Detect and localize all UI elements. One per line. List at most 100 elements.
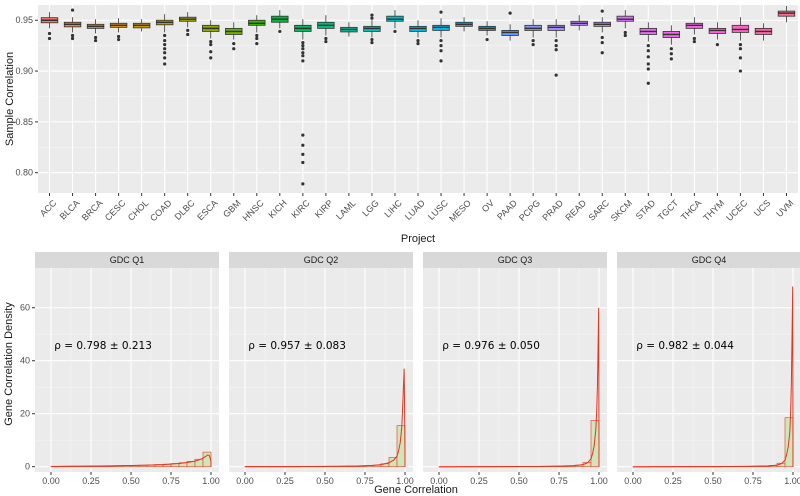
- outlier-point: [600, 35, 604, 40]
- y-tick-label: 20: [20, 409, 30, 419]
- box-ov: [478, 21, 496, 42]
- box-cesc: [109, 18, 128, 42]
- box-brca: [86, 19, 105, 43]
- y-tick-label: 0: [25, 462, 30, 472]
- density-line: [50, 454, 212, 467]
- y-tick-label: 40: [20, 356, 30, 366]
- box-blca: [63, 8, 82, 41]
- box-tgct: [662, 25, 681, 61]
- facet-strip: [423, 252, 607, 268]
- x-axis-title: Gene Correlation: [374, 484, 458, 496]
- correlation-annotation: ρ = 0.798 ± 0.213: [54, 340, 152, 352]
- x-tick-label-acc: ACC: [38, 198, 59, 219]
- outlier-point: [301, 44, 305, 48]
- outlier-point: [70, 36, 75, 41]
- outlier-point: [163, 62, 167, 66]
- x-tick-label: 0.50: [704, 476, 722, 486]
- facet-strip-label: GDC Q2: [304, 255, 339, 265]
- outlier-point: [209, 39, 213, 44]
- box-kich: [271, 10, 289, 34]
- plot-background: [423, 268, 607, 472]
- outlier-point: [186, 32, 190, 37]
- box-thca: [685, 17, 704, 44]
- outlier-point: [70, 33, 75, 38]
- box-marks: [40, 6, 796, 186]
- outlier-point: [439, 49, 443, 53]
- density-line: [632, 286, 794, 468]
- outlier-point: [209, 50, 213, 54]
- y-axis-ticks: 0 20 40 60: [20, 303, 35, 472]
- y-tick-label: 60: [20, 303, 30, 313]
- outlier-point: [301, 54, 305, 58]
- outlier-point: [669, 47, 673, 51]
- x-tick-label: 0.50: [122, 476, 140, 486]
- x-tick-label-luad: LUAD: [403, 198, 427, 222]
- box-meso: [455, 17, 473, 32]
- outlier-point: [186, 28, 190, 33]
- outlier-point: [370, 13, 374, 17]
- outlier-point: [255, 42, 259, 46]
- outlier-point: [439, 38, 443, 43]
- x-tick-label-tgct: TGCT: [656, 198, 681, 223]
- x-tick-label: 1.00: [202, 476, 220, 486]
- outlier-point: [163, 56, 167, 60]
- outlier-point: [117, 34, 121, 39]
- box-lgg: [363, 13, 381, 45]
- outlier-point: [393, 29, 397, 34]
- x-tick-label-esca: ESCA: [195, 198, 219, 222]
- box-skcm: [616, 10, 634, 38]
- histogram-facets: GDC Q1 ρ = 0.798 ± 0.213 0.00 0.25 0.50 0.75 1…: [3, 252, 800, 496]
- box-laml: [340, 22, 358, 37]
- outlier-point: [623, 33, 627, 38]
- outlier-point: [370, 16, 374, 20]
- outlier-point: [439, 59, 443, 63]
- box-lihc: [386, 10, 404, 34]
- x-tick-label: 1.00: [396, 476, 414, 486]
- y-tick-label: 0.80: [15, 168, 33, 178]
- correlation-annotation: ρ = 0.976 ± 0.050: [442, 340, 540, 352]
- x-tick-label: 0.75: [162, 476, 180, 486]
- box-kirp: [317, 15, 335, 44]
- x-tick-label-brca: BRCA: [80, 198, 105, 223]
- density-line: [245, 368, 406, 468]
- outlier-point: [301, 59, 305, 63]
- y-tick-label: 0.85: [15, 117, 33, 127]
- outlier-point: [623, 30, 627, 35]
- plot-background: [617, 268, 800, 472]
- y-axis-title: Gene Correlation Density: [3, 302, 15, 426]
- density-line: [438, 307, 600, 468]
- x-tick-label-paad: PAAD: [495, 198, 519, 222]
- outlier-point: [600, 9, 604, 13]
- x-tick-label: 0.25: [276, 476, 294, 486]
- box-ucs: [754, 23, 773, 41]
- x-tick-label-hnsc: HNSC: [241, 198, 266, 223]
- x-tick-label-kirc: KIRC: [290, 198, 313, 221]
- outlier-point: [301, 152, 305, 156]
- x-tick-label: 0.50: [316, 476, 334, 486]
- outlier-point: [416, 42, 420, 46]
- x-tick-label-read: READ: [563, 198, 588, 223]
- outlier-point: [554, 48, 558, 52]
- outlier-point: [255, 33, 259, 38]
- outlier-point: [715, 43, 719, 47]
- outlier-point: [692, 39, 696, 44]
- outlier-point: [738, 69, 743, 73]
- box-gbm: [225, 22, 243, 51]
- outlier-point: [301, 143, 305, 147]
- facet-strip-label: GDC Q3: [498, 255, 533, 265]
- outlier-point: [163, 43, 167, 47]
- x-tick-label-sarc: SARC: [586, 198, 611, 223]
- x-tick-label-ucec: UCEC: [724, 198, 749, 223]
- outlier-point: [370, 37, 374, 42]
- x-tick-label: 0.50: [510, 476, 528, 486]
- outlier-point: [646, 67, 650, 71]
- facet-strip-label: GDC Q4: [692, 255, 727, 265]
- outlier-point: [232, 42, 236, 46]
- x-tick-label: 0.25: [664, 476, 682, 486]
- outlier-point: [209, 56, 213, 60]
- box-thym: [708, 22, 727, 47]
- outlier-point: [646, 81, 650, 85]
- box-stad: [639, 22, 657, 85]
- outlier-point: [646, 49, 650, 53]
- outlier-point: [117, 37, 121, 42]
